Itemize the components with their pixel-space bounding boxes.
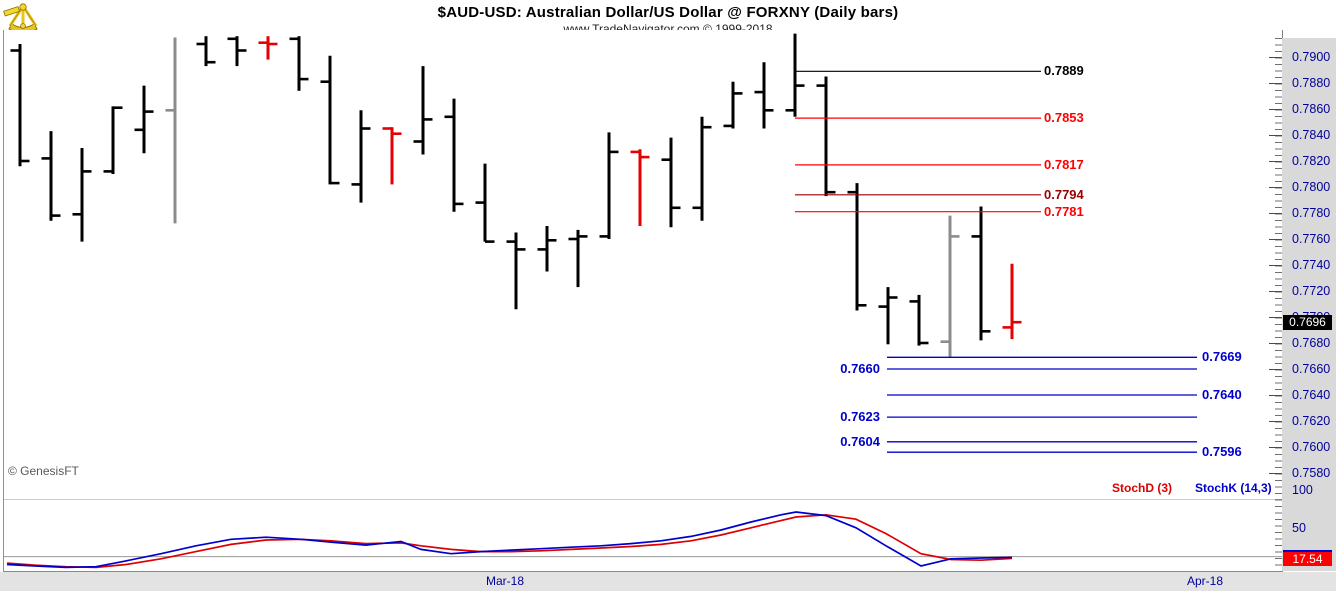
price-axis-label: 0.7860 xyxy=(1292,102,1331,116)
price-axis-label: 0.7720 xyxy=(1292,284,1331,298)
price-axis-label: 0.7820 xyxy=(1292,154,1331,168)
axis-major-tick xyxy=(1269,213,1282,214)
stoch-chart-pane[interactable] xyxy=(3,499,1283,574)
ohlc-bar[interactable] xyxy=(382,127,402,185)
price-axis-label: 0.7900 xyxy=(1292,50,1331,64)
price-level-label: 0.7781 xyxy=(1044,203,1084,219)
stoch-scale-50: 50 xyxy=(1292,521,1306,535)
axis-major-tick xyxy=(1269,291,1282,292)
ohlc-bar[interactable] xyxy=(165,37,177,224)
price-level-label: 0.7853 xyxy=(1044,110,1084,126)
ohlc-bar[interactable] xyxy=(10,44,30,167)
ohlc-bar[interactable] xyxy=(413,66,433,155)
ohlc-bar[interactable] xyxy=(227,36,247,67)
ohlc-bar[interactable] xyxy=(723,81,743,129)
ohlc-bar[interactable] xyxy=(134,85,154,154)
ohlc-bar[interactable] xyxy=(506,232,526,310)
price-level-label: 0.7640 xyxy=(1202,387,1242,402)
axis-major-tick xyxy=(1269,239,1282,240)
price-level-label: 0.7623 xyxy=(840,409,880,425)
stochk-line[interactable] xyxy=(6,511,1013,569)
price-level-label: 0.7794 xyxy=(1044,186,1084,202)
stoch-scale-100: 100 xyxy=(1292,483,1313,497)
ohlc-bar[interactable] xyxy=(692,116,712,221)
ohlc-bar[interactable] xyxy=(475,163,495,243)
ohlc-bar[interactable] xyxy=(754,62,774,129)
price-axis-label: 0.7580 xyxy=(1292,466,1331,480)
price-axis-label: 0.7760 xyxy=(1292,232,1331,246)
stoch-legend: StochD (3) StochK (14,3) xyxy=(1090,481,1280,496)
price-axis-label: 0.7880 xyxy=(1292,76,1331,90)
price-axis-label: 0.7740 xyxy=(1292,258,1331,272)
price-level-label: 0.7604 xyxy=(840,433,880,449)
stochd-legend-label[interactable]: StochD (3) xyxy=(1112,481,1172,495)
ohlc-bar[interactable] xyxy=(258,36,278,60)
ohlc-bar[interactable] xyxy=(909,294,929,346)
price-axis-label: 0.7680 xyxy=(1292,336,1331,350)
axis-major-tick xyxy=(1269,395,1282,396)
ohlc-bar[interactable] xyxy=(661,137,681,228)
price-axis-label: 0.7800 xyxy=(1292,180,1331,194)
ohlc-bar[interactable] xyxy=(785,33,805,117)
price-level-label: 0.7596 xyxy=(1202,444,1242,460)
axis-major-tick xyxy=(1269,447,1282,448)
stochk-legend-label[interactable]: StochK (14,3) xyxy=(1195,481,1272,495)
ohlc-bar[interactable] xyxy=(847,183,867,311)
stochd-line[interactable] xyxy=(6,513,1013,569)
axis-major-tick xyxy=(1269,161,1282,162)
price-axis-label: 0.7640 xyxy=(1292,388,1331,402)
ohlc-bar[interactable] xyxy=(878,287,898,345)
chart-title: $AUD-USD: Australian Dollar/US Dollar @ … xyxy=(437,4,899,21)
date-axis-label: Apr-18 xyxy=(1186,574,1224,588)
ohlc-bar[interactable] xyxy=(537,226,557,272)
date-axis-label: Mar-18 xyxy=(485,574,524,588)
genesisft-watermark: © GenesisFT xyxy=(8,464,79,478)
price-axis-scale[interactable]: 0.7900 0.7880 0.7860 0.7840 0.7820 0.7800 0.77… xyxy=(1282,38,1336,571)
ohlc-bar[interactable] xyxy=(599,132,619,239)
ohlc-bar[interactable] xyxy=(971,206,991,341)
price-axis-label: 0.7660 xyxy=(1292,362,1331,376)
ohlc-bar[interactable] xyxy=(444,98,464,212)
ohlc-bar[interactable] xyxy=(320,55,340,185)
axis-major-tick xyxy=(1269,109,1282,110)
price-axis-label: 0.7600 xyxy=(1292,440,1331,454)
stoch-value-badge: 17.54 xyxy=(1283,550,1332,566)
ohlc-bar[interactable] xyxy=(41,131,61,221)
price-level-label: 0.7817 xyxy=(1044,156,1084,172)
price-level-label: 0.7669 xyxy=(1202,349,1242,365)
price-axis-tick-rail xyxy=(1269,38,1282,571)
axis-major-tick xyxy=(1269,369,1282,370)
date-axis[interactable]: Mar-18 Apr-18 xyxy=(0,572,1336,591)
ohlc-bar[interactable] xyxy=(630,149,650,226)
axis-major-tick xyxy=(1269,317,1282,318)
axis-major-tick xyxy=(1269,473,1282,474)
price-axis-label: 0.7620 xyxy=(1292,414,1331,428)
ohlc-bar[interactable] xyxy=(289,36,309,91)
axis-major-tick xyxy=(1269,187,1282,188)
ohlc-bar[interactable] xyxy=(351,110,371,203)
price-chart-pane[interactable] xyxy=(3,30,1283,500)
ohlc-bar[interactable] xyxy=(816,76,836,197)
ohlc-bar[interactable] xyxy=(72,148,92,242)
axis-major-tick xyxy=(1269,265,1282,266)
last-price-badge: 0.7696 xyxy=(1283,315,1332,331)
price-axis-label: 0.7840 xyxy=(1292,128,1331,142)
axis-major-tick xyxy=(1269,343,1282,344)
axis-major-tick xyxy=(1269,57,1282,58)
ohlc-bar[interactable] xyxy=(568,229,588,288)
ohlc-bar[interactable] xyxy=(103,106,123,174)
ohlc-bar[interactable] xyxy=(1002,263,1022,340)
ohlc-bar[interactable] xyxy=(196,36,216,67)
axis-major-tick xyxy=(1269,421,1282,422)
axis-major-tick xyxy=(1269,135,1282,136)
ohlc-bar[interactable] xyxy=(940,215,960,358)
price-level-label: 0.7889 xyxy=(1044,63,1084,79)
axis-major-tick xyxy=(1269,83,1282,84)
price-level-label: 0.7660 xyxy=(840,361,880,376)
price-axis-label: 0.7780 xyxy=(1292,206,1331,220)
